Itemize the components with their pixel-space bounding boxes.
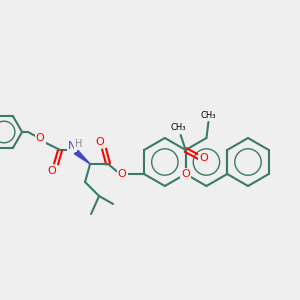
Text: CH₃: CH₃ (201, 110, 216, 119)
Text: H: H (75, 139, 83, 149)
Text: O: O (96, 137, 104, 147)
Text: O: O (118, 169, 127, 179)
Text: O: O (48, 166, 56, 176)
Polygon shape (74, 150, 90, 164)
Text: O: O (36, 133, 44, 143)
Text: O: O (199, 153, 208, 163)
Text: CH₃: CH₃ (171, 124, 186, 133)
Text: N: N (68, 141, 76, 151)
Text: O: O (181, 169, 190, 179)
